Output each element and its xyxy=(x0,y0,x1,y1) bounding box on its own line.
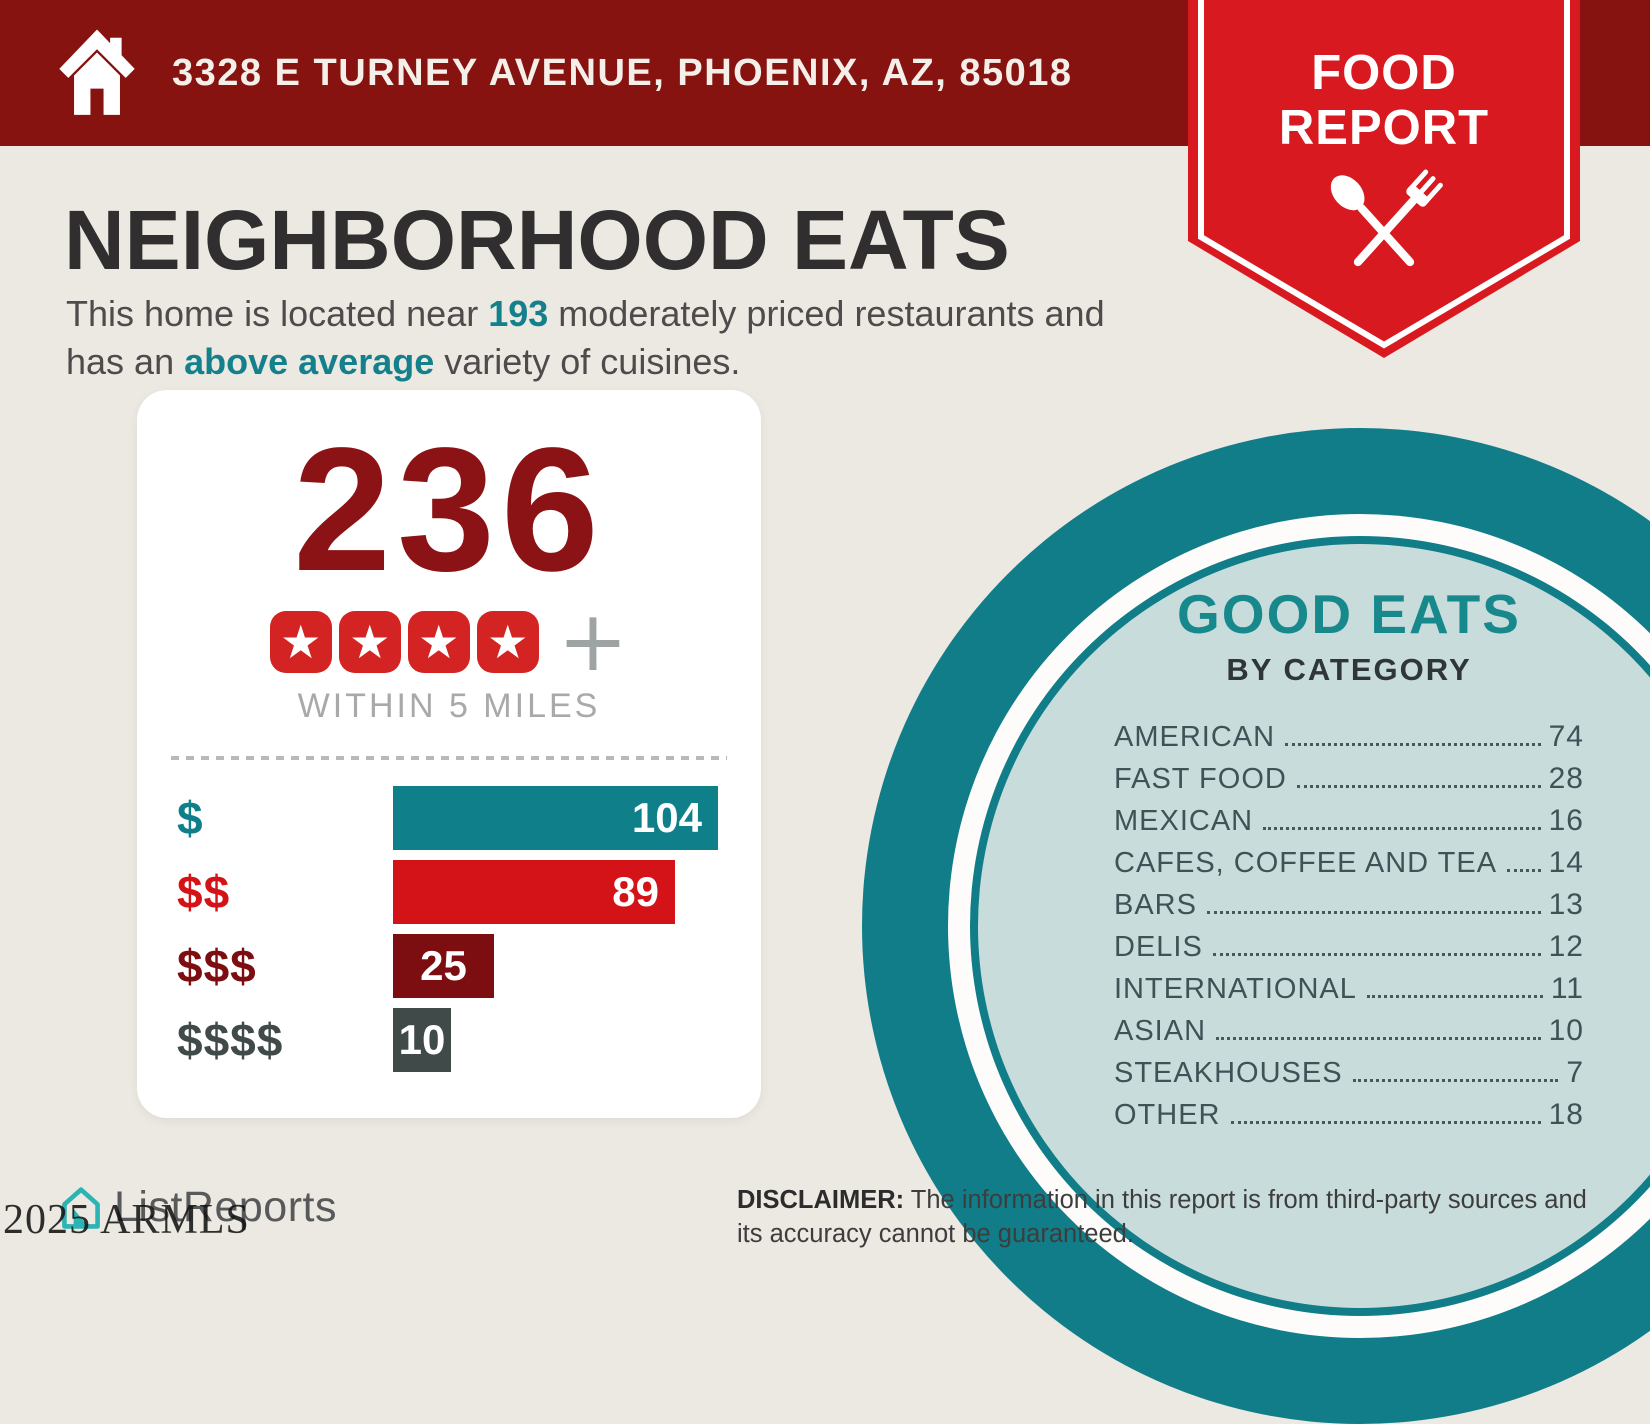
category-row: BARS 13 xyxy=(1114,888,1584,930)
armls-watermark: 2025 ARMLS xyxy=(3,1197,250,1243)
property-address: 3328 E TURNEY AVENUE, PHOENIX, AZ, 85018 xyxy=(172,51,1073,94)
price-bar-row: $104 xyxy=(177,786,721,851)
dotted-leader xyxy=(1366,995,1543,998)
badge-title: FOOD REPORT xyxy=(1188,46,1580,156)
dotted-leader xyxy=(1285,743,1541,746)
price-bar: 89 xyxy=(393,860,675,925)
category-value: 7 xyxy=(1566,1056,1584,1089)
price-tier-label: $$ xyxy=(177,866,231,919)
plus-icon: + xyxy=(557,592,629,690)
price-bar-row: $$ 89 xyxy=(177,860,721,925)
circle-inner-disc xyxy=(978,544,1650,1308)
price-bar-row: $$$ 25 xyxy=(177,934,721,999)
category-row: AMERICAN 74 xyxy=(1114,720,1584,762)
intro-text: This home is located near 193 moderately… xyxy=(66,290,1146,385)
price-tier-label: $$$$ xyxy=(177,1014,284,1067)
category-row: MEXICAN 16 xyxy=(1114,804,1584,846)
category-value: 10 xyxy=(1548,1014,1584,1047)
category-value: 18 xyxy=(1548,1098,1584,1131)
disclaimer-text: DISCLAIMER: The information in this repo… xyxy=(737,1184,1612,1251)
category-label: MEXICAN xyxy=(1114,805,1254,837)
category-label: FAST FOOD xyxy=(1114,763,1287,795)
listreports-logo: ListReports xyxy=(58,1183,337,1232)
food-report-badge: FOOD REPORT xyxy=(1188,0,1580,360)
dotted-leader xyxy=(1212,953,1541,956)
price-bar: 25 xyxy=(393,934,494,999)
star-icon: ★ xyxy=(476,610,539,673)
category-list: AMERICAN 74 FAST FOOD 28 MEXICAN 16 CAFES, COF… xyxy=(1114,720,1584,1140)
category-row: OTHER 18 xyxy=(1114,1098,1584,1140)
dotted-leader xyxy=(1296,785,1541,788)
category-value: 74 xyxy=(1548,720,1584,753)
category-value: 13 xyxy=(1548,888,1584,921)
star-icon: ★ xyxy=(407,610,470,673)
category-value: 12 xyxy=(1548,930,1584,963)
category-label: BARS xyxy=(1114,889,1197,921)
dotted-leader xyxy=(1263,827,1541,830)
bar-track: 10 xyxy=(393,1008,721,1073)
dashed-divider xyxy=(171,756,727,761)
category-value: 28 xyxy=(1548,762,1584,795)
category-value: 11 xyxy=(1550,972,1584,1005)
dotted-leader xyxy=(1206,911,1541,914)
page-title: NEIGHBORHOOD EATS xyxy=(64,193,1010,287)
category-row: INTERNATIONAL 11 xyxy=(1114,972,1584,1014)
radius-caption: WITHIN 5 MILES xyxy=(297,687,601,726)
disclaimer-label: DISCLAIMER: xyxy=(737,1186,905,1214)
bar-value: 10 xyxy=(398,1016,446,1064)
price-bar: 10 xyxy=(393,1008,451,1073)
category-row: ASIAN 10 xyxy=(1114,1014,1584,1056)
category-value: 16 xyxy=(1548,804,1584,837)
price-bar-row: $$$$ 10 xyxy=(177,1008,721,1073)
restaurant-count: 193 xyxy=(488,293,549,334)
intro-part3: variety of cuisines. xyxy=(434,340,741,382)
category-label: CAFES, COFFEE AND TEA xyxy=(1114,847,1498,879)
dotted-leader xyxy=(1230,1121,1541,1124)
spoon-and-fork-icon xyxy=(1330,169,1443,267)
bar-track: 89 xyxy=(393,860,721,925)
bar-value: 89 xyxy=(612,868,659,916)
category-label: DELIS xyxy=(1114,931,1203,963)
category-row: STEAKHOUSES 7 xyxy=(1114,1056,1584,1098)
price-bar: 104 xyxy=(393,786,718,851)
badge-title-line1: FOOD xyxy=(1311,46,1457,100)
listreports-logo-text: ListReports xyxy=(114,1183,337,1231)
bar-track: 104 xyxy=(393,786,721,851)
bar-track: 25 xyxy=(393,934,721,999)
badge-title-line2: REPORT xyxy=(1278,100,1490,155)
category-row: CAFES, COFFEE AND TEA 14 xyxy=(1114,846,1584,888)
star-icon: ★ xyxy=(269,610,332,673)
total-restaurants: 236 xyxy=(293,412,605,608)
restaurant-stats-card: 236 ★ ★ ★ ★ + WITHIN 5 MILES $104 $$ 89 $$$ 25 $$… xyxy=(137,390,761,1118)
dotted-leader xyxy=(1216,1037,1541,1040)
category-label: OTHER xyxy=(1114,1099,1221,1131)
variety-highlight: above average xyxy=(184,340,435,382)
price-tier-label: $$$ xyxy=(177,940,257,993)
category-value: 14 xyxy=(1548,846,1584,879)
intro-part2: moderately priced restaurants and has an xyxy=(66,293,1105,382)
category-label: STEAKHOUSES xyxy=(1114,1057,1343,1089)
price-bar-rows: $104 $$ 89 $$$ 25 $$$$ 10 xyxy=(177,786,721,1073)
dotted-leader xyxy=(1352,1079,1559,1082)
price-tier-label: $ xyxy=(177,792,204,845)
category-row: DELIS 12 xyxy=(1114,930,1584,972)
dotted-leader xyxy=(1507,869,1541,872)
good-eats-title: GOOD EATS xyxy=(1177,583,1521,645)
good-eats-panel: GOOD EATS BY CATEGORY AMERICAN 74 FAST FOO… xyxy=(1114,582,1584,1140)
category-row: FAST FOOD 28 xyxy=(1114,762,1584,804)
category-label: AMERICAN xyxy=(1114,721,1276,753)
stars-row: ★ ★ ★ ★ + xyxy=(137,592,761,690)
bar-value: 25 xyxy=(420,942,467,990)
bar-value: 104 xyxy=(631,794,702,842)
category-label: ASIAN xyxy=(1114,1015,1207,1047)
home-icon xyxy=(59,29,135,115)
listreports-house-icon xyxy=(62,1186,100,1229)
disclaimer-body: The information in this report is from t… xyxy=(737,1186,1587,1248)
good-eats-subtitle: BY CATEGORY xyxy=(1226,652,1472,687)
intro-part1: This home is located near xyxy=(66,293,489,334)
star-icon: ★ xyxy=(338,610,401,673)
pennant-shape-icon xyxy=(1188,0,1580,358)
category-label: INTERNATIONAL xyxy=(1114,973,1357,1005)
